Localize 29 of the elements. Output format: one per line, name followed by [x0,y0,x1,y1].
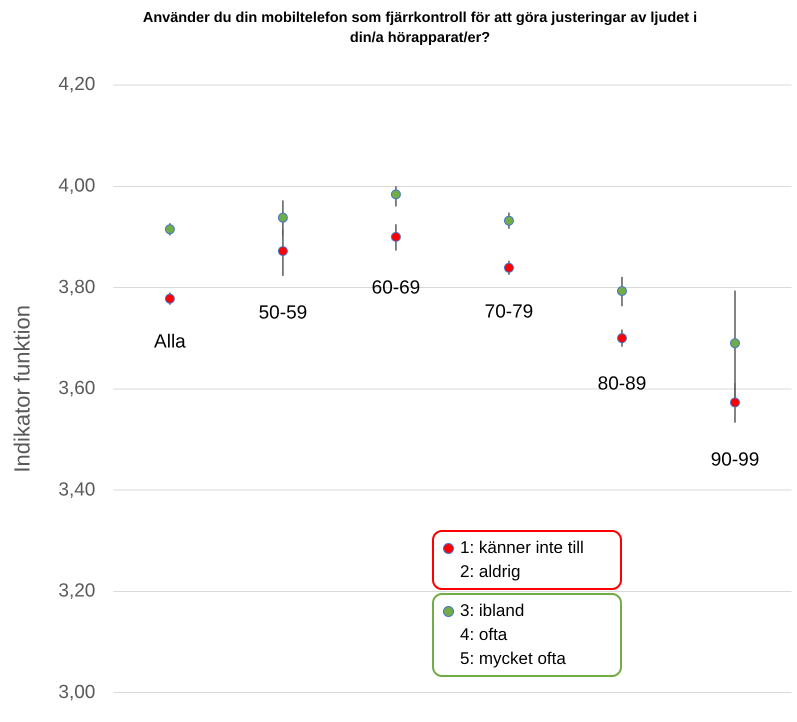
point [730,338,740,348]
point [616,333,627,344]
y-tick-label: 3,20 [58,580,96,602]
x-tick-label: 90-99 [710,449,760,470]
y-axis-title: Indikator funktion [9,305,34,473]
x-tick-label: 50-59 [258,302,308,324]
y-tick-label: 4,00 [58,176,96,196]
point [504,262,514,273]
y-tick-label: 3,80 [58,276,96,298]
x-tick-label: 60-69 [372,277,420,298]
point [278,246,288,256]
legend-label: 1: känner inte till 2: aldrig [460,537,585,583]
point [504,216,514,226]
point [390,232,401,242]
point [278,212,288,223]
y-tick-label: 3,60 [58,378,96,400]
point [390,189,401,200]
chart-title: Använder du din mobiltelefon som fjärrkontroll för att göra justeringar av ljudet i din/a hörapparat/er? [142,9,698,48]
y-tick-label: 4,20 [58,74,96,96]
y-tick-label: 3,00 [58,682,96,703]
legend-label: 3: ibland 4: ofta 5: mycket ofta [460,600,567,670]
x-tick-label: 80-89 [598,374,646,395]
y-tick-label: 3,40 [58,479,96,500]
x-tick-label: Alla [154,331,186,352]
point [164,224,175,234]
x-tick-label: 70-79 [484,302,534,323]
point [616,286,627,296]
point [730,397,740,408]
point [164,294,175,304]
